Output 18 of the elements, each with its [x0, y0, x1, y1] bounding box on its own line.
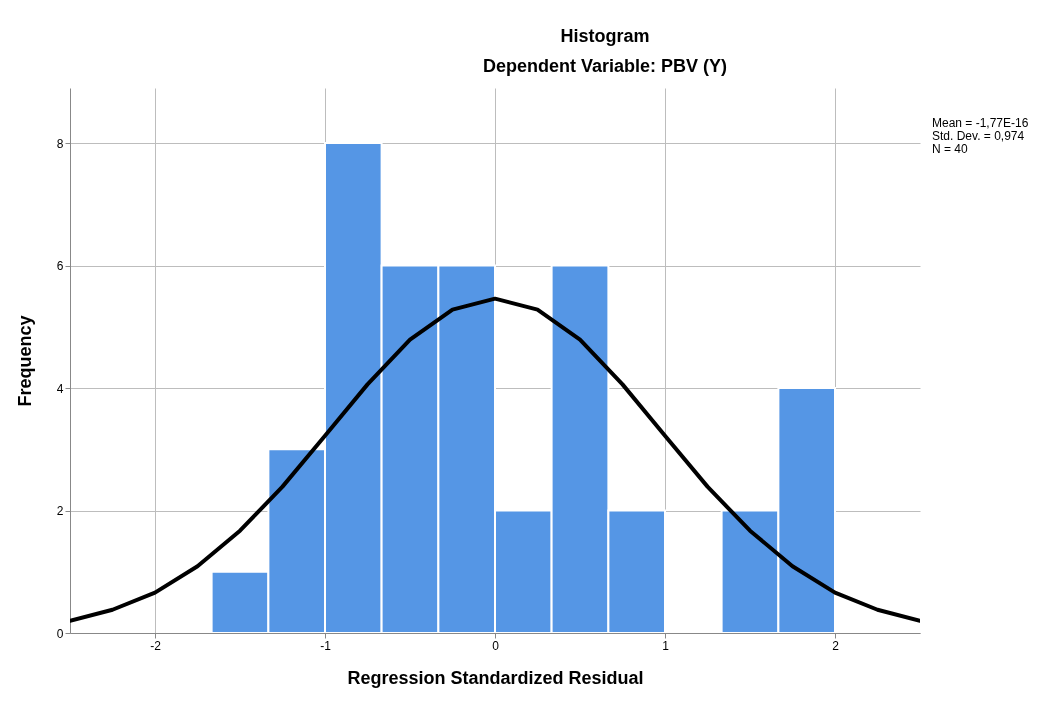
chart-title: Histogram [560, 26, 650, 46]
y-tick-label: 2 [56, 504, 64, 519]
x-tick-label: -1 [320, 638, 332, 653]
x-tick-label: 2 [832, 638, 840, 653]
x-axis-title: Regression Standardized Residual [347, 667, 644, 688]
text: Std. Dev. = 0,974 [932, 129, 1025, 143]
y-tick-label: 6 [56, 259, 64, 274]
y-tick-label: 0 [56, 626, 64, 641]
x-tick-label: -2 [150, 638, 162, 653]
y-axis-title: Frequency [14, 315, 35, 407]
text: Mean = -1,77E-16 [932, 116, 1029, 130]
y-tick-label: 4 [56, 381, 64, 396]
line-series [70, 296, 920, 623]
y-tick-label: 8 [56, 136, 64, 151]
x-tick-label: 0 [492, 638, 500, 653]
chart-subtitle: Dependent Variable: PBV (Y) [482, 56, 728, 76]
x-tick-label: 1 [662, 638, 670, 653]
text: N = 40 [932, 142, 969, 156]
